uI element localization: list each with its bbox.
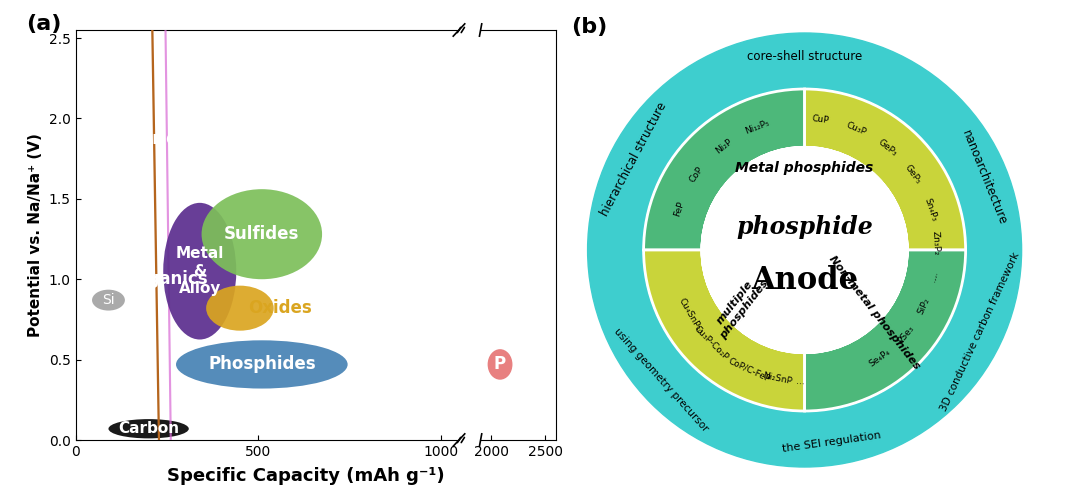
Text: Cu₄SnP₁₀: Cu₄SnP₁₀	[676, 296, 704, 336]
Text: Non-metal phosphides: Non-metal phosphides	[827, 254, 922, 372]
Text: Organics: Organics	[125, 270, 207, 288]
Text: nanoarchitecture: nanoarchitecture	[959, 128, 1009, 227]
Text: ...: ...	[928, 272, 939, 282]
Circle shape	[702, 148, 907, 352]
Ellipse shape	[206, 286, 273, 331]
Text: Metal phosphides: Metal phosphides	[735, 162, 874, 175]
Y-axis label: Potential vs. Na/Na⁺ (V): Potential vs. Na/Na⁺ (V)	[28, 133, 43, 337]
Ellipse shape	[163, 203, 237, 340]
Wedge shape	[702, 148, 907, 250]
Text: Carbon: Carbon	[118, 421, 179, 436]
Text: CoP/C-FeP: CoP/C-FeP	[727, 356, 771, 383]
Text: P: P	[494, 356, 507, 374]
Text: multiple
phosphides: multiple phosphides	[708, 271, 770, 341]
Ellipse shape	[176, 340, 348, 388]
Text: SiP₂: SiP₂	[916, 296, 932, 316]
Wedge shape	[702, 250, 805, 352]
Text: phosphide: phosphide	[737, 214, 873, 238]
Ellipse shape	[127, 0, 181, 500]
Text: Metal
&
Alloy: Metal & Alloy	[176, 246, 224, 296]
Text: Cu₃P-Co₂P: Cu₃P-Co₂P	[692, 324, 730, 362]
Text: core-shell structure: core-shell structure	[747, 50, 862, 63]
Text: Zn₃P₂: Zn₃P₂	[931, 230, 942, 256]
Wedge shape	[805, 89, 966, 250]
Wedge shape	[644, 89, 805, 250]
Text: Se₄P₄: Se₄P₄	[868, 348, 893, 368]
Text: PSe₃: PSe₃	[895, 324, 916, 345]
Text: CuP: CuP	[811, 114, 829, 124]
Text: Anode: Anode	[751, 265, 859, 296]
Ellipse shape	[202, 189, 322, 279]
Text: Ni₂SnP: Ni₂SnP	[761, 372, 793, 386]
Text: (a): (a)	[26, 14, 62, 34]
Ellipse shape	[92, 290, 125, 310]
Text: GeP₃: GeP₃	[876, 137, 899, 158]
Circle shape	[644, 89, 966, 411]
Wedge shape	[805, 250, 907, 352]
Text: Si: Si	[103, 293, 114, 307]
Text: using geometry precursor: using geometry precursor	[611, 326, 710, 434]
Text: Fluorides: Fluorides	[112, 130, 200, 148]
Text: Oxides: Oxides	[248, 299, 312, 317]
Text: ...: ...	[929, 270, 940, 280]
Text: Ni₁₂P₅: Ni₁₂P₅	[744, 118, 771, 136]
Circle shape	[588, 33, 1022, 467]
Ellipse shape	[488, 349, 513, 380]
Text: Cu₃P: Cu₃P	[845, 120, 867, 137]
Text: Sulfides: Sulfides	[225, 225, 299, 243]
Ellipse shape	[108, 419, 189, 438]
Text: 3D conductive carbon framework: 3D conductive carbon framework	[939, 251, 1022, 413]
Wedge shape	[805, 250, 966, 411]
Text: FeP: FeP	[673, 200, 686, 218]
Text: CoP: CoP	[688, 165, 705, 184]
Text: the SEI regulation: the SEI regulation	[782, 430, 881, 454]
Text: (b): (b)	[571, 16, 608, 36]
Ellipse shape	[133, 0, 205, 500]
Text: Phosphides: Phosphides	[208, 356, 315, 374]
Text: ...: ...	[796, 377, 805, 386]
Text: Sn₄P₃: Sn₄P₃	[922, 196, 939, 222]
Text: hierarchical structure: hierarchical structure	[598, 100, 670, 218]
X-axis label: Specific Capacity (mAh g⁻¹): Specific Capacity (mAh g⁻¹)	[166, 467, 445, 485]
Wedge shape	[644, 250, 805, 411]
Text: GeP₅: GeP₅	[903, 163, 922, 186]
Text: Ni₂P: Ni₂P	[714, 137, 733, 156]
